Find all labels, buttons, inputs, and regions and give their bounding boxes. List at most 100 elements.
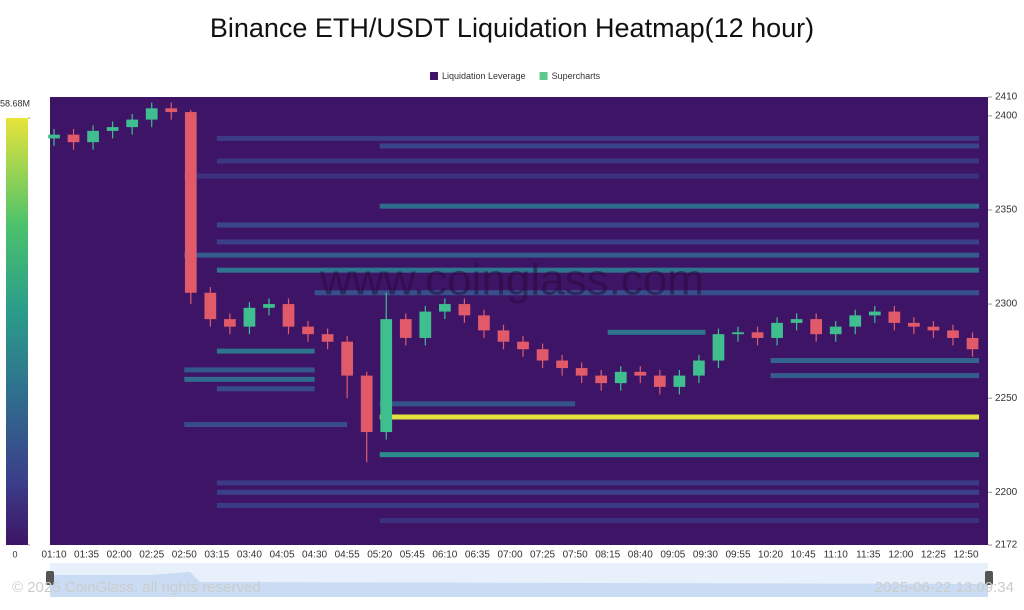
candle-body	[908, 322, 920, 327]
candle-body	[282, 304, 295, 327]
heat-band	[379, 452, 980, 458]
candle-body	[399, 319, 412, 338]
candle-body	[614, 371, 627, 384]
heat-band	[379, 143, 980, 149]
heat-band	[216, 239, 980, 245]
plot-background	[50, 97, 988, 545]
x-tick-label: 04:55	[335, 550, 360, 561]
x-tick-label: 12:25	[921, 550, 946, 561]
heat-band	[216, 480, 980, 486]
y-tick-label: 2350	[995, 205, 1018, 216]
x-tick-label: 12:50	[953, 550, 978, 561]
legend-label: Supercharts	[552, 71, 601, 81]
x-tick-label: 01:35	[74, 550, 99, 561]
y-tick-label: 2300	[995, 299, 1018, 310]
candle-body	[536, 349, 549, 361]
candle-body	[497, 330, 510, 342]
candle-body	[224, 319, 236, 327]
candle-body	[595, 375, 608, 384]
candle-body	[145, 108, 158, 120]
x-tick-label: 02:25	[139, 550, 164, 561]
candle-body	[732, 332, 744, 335]
x-tick-label: 06:35	[465, 550, 490, 561]
candle-body	[184, 112, 197, 293]
heat-band	[216, 502, 980, 508]
heat-band	[216, 489, 980, 495]
candle-body	[927, 326, 940, 331]
candle-body	[106, 127, 119, 131]
x-tick-label: 07:25	[530, 550, 555, 561]
heat-band	[184, 252, 980, 258]
heat-band	[216, 135, 980, 141]
x-tick-label: 12:00	[888, 550, 913, 561]
colorbar-label: 0	[12, 549, 17, 559]
candle-body	[771, 322, 783, 338]
navigator-handle[interactable]	[985, 571, 993, 585]
heat-band	[770, 373, 980, 379]
candle-body	[966, 337, 979, 350]
candle-body	[947, 330, 959, 338]
x-tick-label: 11:35	[856, 550, 881, 561]
x-tick-label: 02:00	[107, 550, 132, 561]
candle-body	[829, 326, 842, 335]
y-tick-label: 2172	[995, 540, 1018, 551]
candle-body	[67, 134, 80, 143]
heat-band	[379, 401, 576, 407]
x-tick-label: 10:45	[791, 550, 816, 561]
color-bar	[6, 118, 28, 545]
x-tick-label: 05:45	[400, 550, 425, 561]
heat-band	[216, 348, 315, 354]
candle-body	[243, 307, 256, 327]
heat-band	[770, 358, 980, 364]
x-tick-label: 09:30	[693, 550, 718, 561]
candle-body	[478, 315, 490, 331]
candle-body	[810, 319, 823, 335]
heat-band	[216, 386, 315, 392]
candle-body	[438, 304, 451, 312]
heat-band	[379, 518, 980, 524]
candle-body	[263, 304, 275, 308]
candle-body	[302, 326, 314, 335]
heat-band	[216, 158, 980, 164]
candle-body	[790, 319, 803, 323]
x-tick-label: 01:10	[41, 550, 66, 561]
candle-body	[360, 375, 373, 433]
candle-body	[126, 119, 139, 128]
x-tick-label: 03:40	[237, 550, 262, 561]
candle-body	[849, 315, 862, 327]
navigator-handle[interactable]	[46, 571, 54, 585]
candle-body	[673, 375, 686, 387]
x-tick-label: 08:15	[595, 550, 620, 561]
legend-swatch	[430, 72, 438, 80]
candle-body	[341, 341, 354, 376]
x-tick-label: 08:40	[628, 550, 653, 561]
x-tick-label: 04:30	[302, 550, 327, 561]
legend-swatch	[539, 72, 548, 80]
heat-band	[314, 290, 980, 296]
candle-body	[556, 360, 568, 369]
y-tick-label: 2200	[995, 487, 1018, 498]
x-tick-label: 05:20	[367, 550, 392, 561]
candle-body	[517, 341, 529, 350]
x-tick-label: 09:05	[660, 550, 685, 561]
heat-band	[184, 173, 980, 179]
candle-body	[165, 108, 178, 113]
candle-body	[48, 134, 60, 139]
candle-body	[751, 332, 764, 338]
x-tick-label: 09:55	[725, 550, 750, 561]
heat-band	[216, 267, 980, 273]
x-tick-label: 07:50	[563, 550, 588, 561]
candle-body	[87, 130, 99, 143]
heat-band	[184, 376, 315, 382]
heat-band	[184, 367, 315, 373]
heat-band	[379, 414, 980, 420]
navigator-area	[50, 572, 988, 597]
heat-band	[216, 222, 980, 228]
candle-body	[575, 368, 588, 376]
candle-body	[653, 375, 666, 387]
candle-body	[888, 311, 901, 323]
x-tick-label: 03:15	[204, 550, 229, 561]
candle-body	[712, 334, 725, 361]
